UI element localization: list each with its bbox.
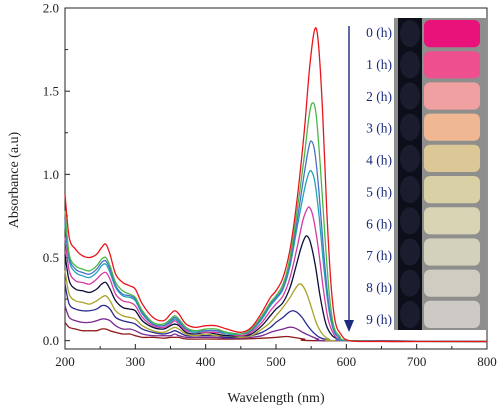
x-tick-label: 600 — [337, 354, 357, 369]
x-tick-label: 400 — [196, 354, 216, 369]
vial-cap — [400, 144, 420, 172]
vial-cap — [400, 19, 420, 48]
time-label: 7 (h) — [366, 248, 392, 263]
vial — [424, 176, 480, 204]
time-label: 4 (h) — [366, 153, 392, 168]
y-tick-label: 2.0 — [43, 1, 59, 16]
series-line — [64, 321, 488, 343]
y-tick-label: 0.0 — [43, 333, 59, 348]
series-lines — [64, 27, 488, 343]
series-line — [64, 27, 487, 343]
vial — [424, 20, 480, 48]
vial — [424, 144, 480, 172]
vial — [424, 51, 480, 79]
time-labels: 0 (h) 1 (h) 2 (h) 3 (h) 4 (h) 5 (h) 6 (h) 7 (h)… — [366, 25, 392, 327]
time-label: 9 (h) — [366, 312, 392, 327]
vial-cap — [400, 238, 420, 266]
vial-cap — [400, 113, 420, 141]
series-line — [64, 305, 488, 343]
y-axis-title: Absorbance (a.u) — [7, 131, 22, 228]
vials-photo — [394, 18, 486, 330]
time-label: 2 (h) — [366, 89, 392, 104]
time-label: 5 (h) — [366, 184, 392, 199]
vial-cap — [400, 269, 420, 297]
vial — [424, 113, 480, 141]
series-line — [64, 270, 488, 343]
series-line — [64, 102, 488, 343]
x-tick-label: 300 — [126, 354, 146, 369]
vial-cap — [400, 176, 420, 204]
series-line — [64, 140, 488, 343]
vial-cap — [400, 82, 420, 110]
time-label: 1 (h) — [366, 57, 392, 72]
vial — [424, 207, 480, 235]
time-label: 3 (h) — [366, 121, 392, 136]
time-label: 0 (h) — [366, 25, 392, 40]
vial — [424, 269, 480, 297]
axis-ticks: 200 300 400 500 600 700 800 0.0 0.5 1.0 1.5 2.0 — [43, 1, 497, 370]
y-tick-label: 1.0 — [43, 167, 59, 182]
time-label: 8 (h) — [366, 280, 392, 295]
series-line — [64, 206, 488, 343]
vial-cap — [400, 300, 420, 328]
vial — [424, 238, 480, 266]
vial-cap — [400, 207, 420, 235]
x-tick-label: 700 — [407, 354, 427, 369]
vial-cap — [400, 51, 420, 79]
vial — [424, 82, 480, 110]
time-arrow-head — [344, 320, 354, 332]
vial — [424, 300, 480, 328]
time-label: 6 (h) — [366, 216, 392, 231]
time-arrow — [344, 26, 354, 332]
x-tick-label: 200 — [55, 354, 75, 369]
y-tick-label: 0.5 — [43, 250, 59, 265]
x-axis-title: Wavelength (nm) — [227, 391, 325, 406]
x-tick-label: 500 — [266, 354, 286, 369]
y-tick-label: 1.5 — [43, 84, 59, 99]
x-tick-label: 800 — [477, 354, 497, 369]
